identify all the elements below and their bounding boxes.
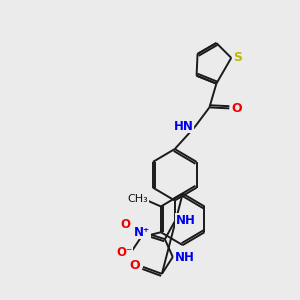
Text: S: S	[130, 225, 140, 238]
Text: O: O	[232, 102, 242, 115]
Text: NH: NH	[175, 251, 195, 265]
Text: O⁻: O⁻	[116, 245, 132, 259]
Text: NH: NH	[176, 214, 196, 227]
Text: S: S	[233, 51, 242, 64]
Text: O: O	[120, 218, 130, 231]
Text: N⁺: N⁺	[134, 226, 150, 239]
Text: HN: HN	[174, 120, 194, 133]
Text: CH₃: CH₃	[128, 194, 148, 203]
Text: O: O	[130, 260, 140, 272]
